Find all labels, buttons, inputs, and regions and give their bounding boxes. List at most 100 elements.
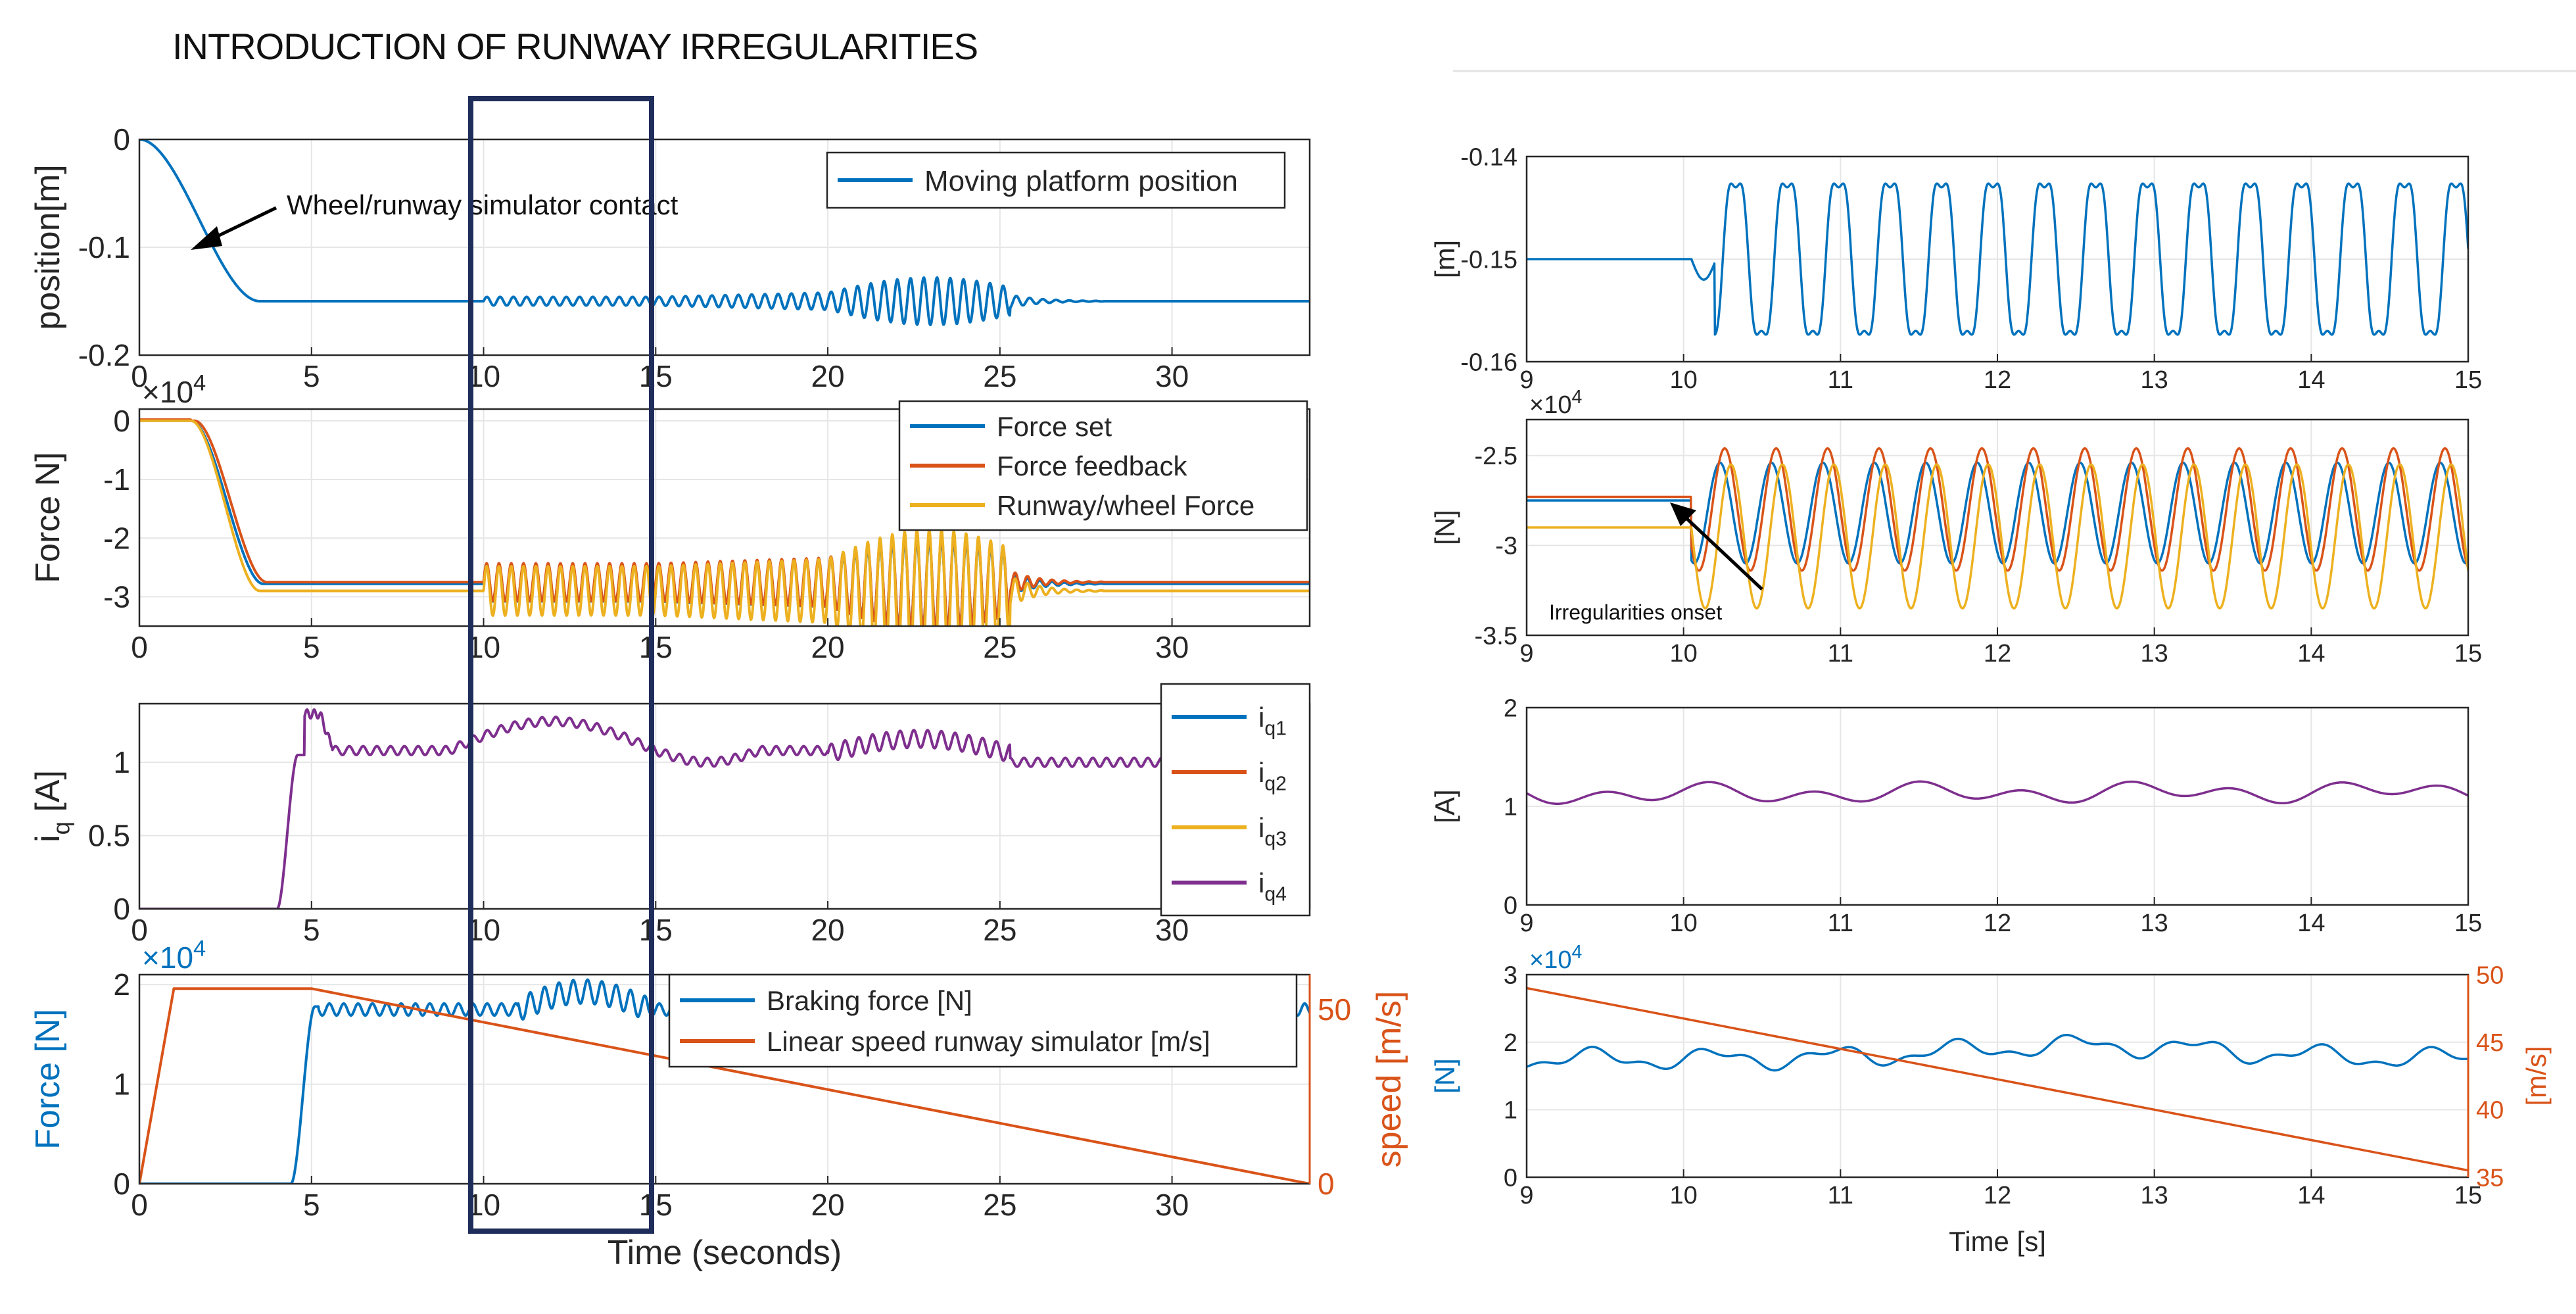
y-tick-label: 2 bbox=[113, 967, 130, 1002]
x-tick-label: 12 bbox=[1984, 640, 2011, 668]
x-tick-label: 13 bbox=[2141, 366, 2168, 394]
y-axis-label: [N] bbox=[1429, 510, 1460, 545]
y-tick-label: 0 bbox=[113, 892, 130, 926]
y-tick-label: 0 bbox=[1504, 892, 1517, 919]
x-tick-label: 11 bbox=[1828, 366, 1853, 394]
x-tick-label: 11 bbox=[1828, 640, 1853, 668]
y-axis-label: [m] bbox=[1429, 240, 1460, 278]
x-tick-label: 9 bbox=[1519, 640, 1533, 668]
x-tick-label: 10 bbox=[1670, 366, 1698, 394]
x-tick-label: 14 bbox=[2297, 366, 2325, 394]
series-group bbox=[1527, 780, 2468, 805]
x-tick-label: 14 bbox=[2297, 640, 2325, 668]
x-axis-label: Time [s] bbox=[1949, 1226, 2046, 1257]
arrowhead-icon bbox=[191, 226, 222, 250]
y-axis-label: [N] bbox=[1429, 1058, 1460, 1094]
y-right-tick-label: 50 bbox=[1318, 992, 1351, 1027]
x-tick-label: 20 bbox=[811, 630, 844, 664]
x-tick-label: 13 bbox=[2141, 640, 2168, 668]
x-tick-label: 20 bbox=[811, 1188, 844, 1222]
x-tick-label: 14 bbox=[2297, 1182, 2325, 1209]
x-tick-label: 30 bbox=[1155, 630, 1189, 664]
y-tick-label: 0 bbox=[113, 122, 130, 157]
series-line-position bbox=[1527, 182, 2468, 336]
x-tick-label: 15 bbox=[2454, 910, 2482, 937]
arrowhead-icon bbox=[1670, 502, 1696, 526]
annotation-arrow bbox=[1675, 508, 1763, 591]
y-tick-label: -2.5 bbox=[1475, 443, 1517, 470]
series-group bbox=[1527, 986, 2468, 1172]
legend-entry: Force feedback bbox=[997, 450, 1187, 481]
y-tick-label: -0.14 bbox=[1460, 143, 1517, 171]
annotation-text: Irregularities onset bbox=[1549, 600, 1722, 624]
exponent-label: ×104 bbox=[142, 371, 206, 409]
legend-entry: Braking force [N] bbox=[767, 985, 972, 1016]
legend: Braking force [N] Linear speed runway sim… bbox=[668, 973, 1298, 1068]
x-tick-label: 30 bbox=[1155, 359, 1189, 393]
y-tick-label: 2 bbox=[1504, 1029, 1517, 1057]
x-tick-label: 9 bbox=[1519, 366, 1533, 394]
series-group bbox=[1527, 447, 2468, 610]
x-tick-label: 0 bbox=[131, 630, 148, 664]
series-group bbox=[1527, 182, 2468, 336]
y-axis-label: Force N] bbox=[29, 452, 67, 583]
series-line-runway-wheel-force bbox=[1527, 463, 2468, 610]
x-tick-label: 12 bbox=[1984, 366, 2011, 394]
x-tick-label: 15 bbox=[639, 359, 673, 393]
legend-entry: Force set bbox=[997, 411, 1112, 442]
y-right-tick-label: 50 bbox=[2476, 961, 2504, 989]
annotation-text: Wheel/runway simulator contact bbox=[287, 189, 679, 220]
series-line-moving-platform-position bbox=[139, 139, 1310, 326]
x-tick-label: 15 bbox=[2454, 640, 2482, 668]
y-right-tick-label: 0 bbox=[1318, 1167, 1335, 1201]
legend: Moving platform position bbox=[826, 151, 1286, 209]
x-tick-label: 11 bbox=[1828, 1182, 1853, 1209]
x-tick-label: 9 bbox=[1519, 910, 1533, 937]
y-right-tick-label: 40 bbox=[2476, 1097, 2504, 1125]
x-tick-label: 13 bbox=[2141, 910, 2168, 937]
y-axis-label: Force [N] bbox=[29, 1009, 67, 1150]
y-right-axis-label: [m/s] bbox=[2521, 1046, 2552, 1106]
x-tick-label: 12 bbox=[1984, 1182, 2011, 1209]
y-axis-label: position[m] bbox=[29, 164, 67, 329]
x-tick-label: 11 bbox=[1828, 910, 1853, 937]
x-tick-label: 20 bbox=[811, 913, 844, 947]
x-tick-label: 5 bbox=[303, 359, 320, 393]
y-axis-label: iq [A] bbox=[29, 770, 75, 842]
x-tick-label: 15 bbox=[2454, 366, 2482, 394]
legend: Force set Force feedback Runway/wheel Forc… bbox=[898, 400, 1308, 531]
x-tick-label: 30 bbox=[1155, 913, 1189, 947]
legend-entry: Linear speed runway simulator [m/s] bbox=[767, 1026, 1210, 1057]
annotation-onset: Irregularities onset bbox=[1549, 502, 1763, 624]
y-right-tick-label: 35 bbox=[2476, 1164, 2504, 1192]
legend-box bbox=[668, 973, 1298, 1068]
axes-box bbox=[138, 408, 1311, 627]
x-tick-label: 15 bbox=[639, 630, 673, 664]
annotation-contact: Wheel/runway simulator contact bbox=[191, 189, 679, 250]
x-tick-label: 25 bbox=[983, 630, 1016, 664]
page-title: INTRODUCTION OF RUNWAY IRREGULARITIES bbox=[172, 26, 978, 67]
y-tick-label: 0 bbox=[113, 404, 130, 438]
y-tick-label: 1 bbox=[113, 745, 130, 779]
y-tick-label: 3 bbox=[1504, 961, 1517, 989]
x-tick-label: 10 bbox=[1670, 910, 1698, 937]
exponent-label: ×104 bbox=[142, 937, 206, 975]
x-tick-label: 12 bbox=[1984, 910, 2011, 937]
y-tick-label: -3 bbox=[103, 580, 130, 614]
series-line-braking-force bbox=[1527, 1033, 2468, 1072]
series-line-iq4 bbox=[1527, 780, 2468, 805]
y-tick-label: 1 bbox=[113, 1067, 130, 1102]
y-tick-label: -0.2 bbox=[78, 338, 130, 372]
series-group bbox=[139, 139, 1310, 326]
exponent-label: ×104 bbox=[1529, 942, 1582, 974]
y-tick-label: -2 bbox=[103, 521, 130, 555]
y-tick-label: -3.5 bbox=[1475, 622, 1517, 650]
legend-box bbox=[1160, 683, 1311, 917]
x-tick-label: 10 bbox=[1670, 1182, 1698, 1209]
series-line-iq4 bbox=[139, 708, 1310, 909]
y-tick-label: -0.1 bbox=[78, 230, 130, 264]
